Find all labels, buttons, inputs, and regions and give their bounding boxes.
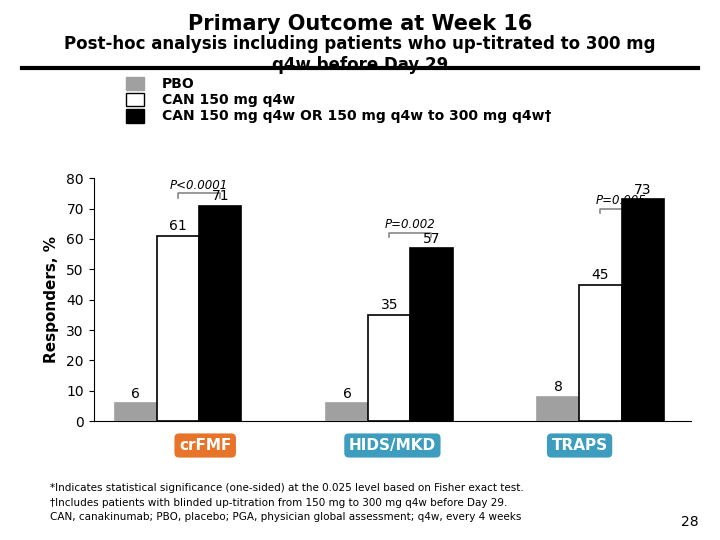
Text: 28: 28	[681, 515, 698, 529]
Text: CAN 150 mg q4w OR 150 mg q4w to 300 mg q4w†: CAN 150 mg q4w OR 150 mg q4w to 300 mg q…	[162, 109, 552, 123]
Text: 57: 57	[423, 232, 440, 246]
Text: P<0.0001: P<0.0001	[170, 179, 228, 192]
Bar	[537, 397, 580, 421]
Bar	[621, 199, 664, 421]
Text: †Includes patients with blinded up-titration from 150 mg to 300 mg q4w before Da: †Includes patients with blinded up-titra…	[50, 498, 508, 508]
Y-axis label: Responders, %: Responders, %	[45, 236, 59, 363]
Text: Primary Outcome at Week 16: Primary Outcome at Week 16	[188, 14, 532, 33]
Text: P=0.002: P=0.002	[385, 218, 436, 231]
Text: CAN, canakinumab; PBO, placebo; PGA, physician global assessment; q4w, every 4 w: CAN, canakinumab; PBO, placebo; PGA, phy…	[50, 512, 522, 522]
Text: 73: 73	[634, 183, 652, 197]
Bar	[410, 248, 453, 421]
Text: 6: 6	[131, 387, 140, 401]
Text: PBO: PBO	[162, 77, 194, 91]
Bar	[114, 403, 157, 421]
Text: 45: 45	[592, 268, 609, 282]
Text: 8: 8	[554, 381, 562, 394]
Bar	[580, 285, 621, 421]
Text: TRAPS: TRAPS	[552, 438, 608, 453]
Bar	[326, 403, 368, 421]
Text: 35: 35	[380, 299, 398, 313]
Text: 6: 6	[343, 387, 351, 401]
Text: Post-hoc analysis including patients who up-titrated to 300 mg
q4w before Day 29: Post-hoc analysis including patients who…	[64, 35, 656, 74]
Bar	[157, 236, 199, 421]
Text: *Indicates statistical significance (one-sided) at the 0.025 level based on Fish: *Indicates statistical significance (one…	[50, 483, 524, 494]
Text: 71: 71	[212, 189, 229, 203]
Text: 61: 61	[169, 219, 187, 233]
Text: crFMF: crFMF	[179, 438, 231, 453]
Text: HIDS/MKD: HIDS/MKD	[348, 438, 436, 453]
Bar	[368, 315, 410, 421]
Text: P=0.005: P=0.005	[596, 194, 647, 207]
Bar	[199, 206, 241, 421]
Text: CAN 150 mg q4w: CAN 150 mg q4w	[162, 93, 295, 107]
